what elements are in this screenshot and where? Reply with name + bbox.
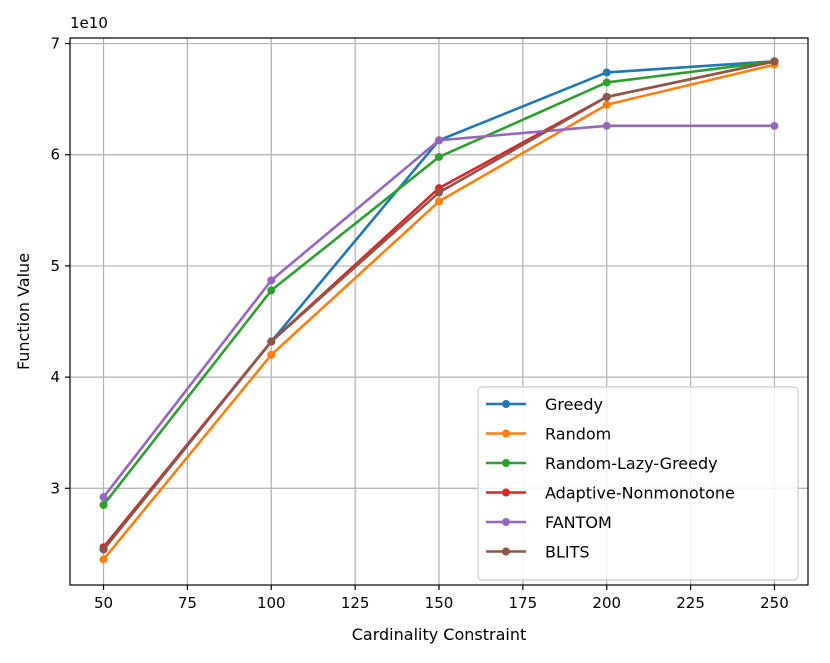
x-tick-label: 75 xyxy=(178,594,197,612)
series-fantom xyxy=(99,121,779,502)
y-tick-label: 7 xyxy=(50,35,60,53)
legend-marker xyxy=(502,459,510,467)
data-point xyxy=(602,100,611,109)
legend-item: BLITS xyxy=(486,543,590,562)
series-random xyxy=(99,60,779,564)
legend-marker xyxy=(502,429,510,438)
x-tick-label: 225 xyxy=(676,594,705,612)
legend-label: Greedy xyxy=(545,395,603,414)
legend-marker xyxy=(502,518,510,526)
data-point xyxy=(99,500,108,509)
legend-item: Random-Lazy-Greedy xyxy=(486,454,718,473)
y-tick-label: 6 xyxy=(50,146,60,164)
data-point xyxy=(770,57,779,66)
series-layer xyxy=(99,57,779,564)
legend-marker xyxy=(502,488,510,497)
x-tick-label: 200 xyxy=(592,594,621,612)
legend-label: BLITS xyxy=(545,543,590,562)
legend-frame xyxy=(477,386,799,581)
data-point xyxy=(267,350,276,359)
y-tick-label: 4 xyxy=(50,368,60,386)
legend-marker xyxy=(502,547,510,556)
legend-label: Adaptive-Nonmonotone xyxy=(545,484,735,503)
data-point xyxy=(99,545,108,554)
y-tick-label: 5 xyxy=(50,257,60,275)
legend-item: Random xyxy=(486,425,611,444)
data-point xyxy=(435,136,443,145)
y-axis-offset-label: 1e10 xyxy=(70,14,108,32)
data-point xyxy=(602,92,611,101)
data-point xyxy=(99,493,108,502)
y-tick-label: 3 xyxy=(50,479,60,497)
legend-label: Random xyxy=(545,425,611,444)
x-tick-label: 150 xyxy=(425,594,454,612)
x-tick-label: 175 xyxy=(509,594,538,612)
legend-item: Greedy xyxy=(486,395,603,414)
data-point xyxy=(435,197,443,206)
series-blits xyxy=(99,57,779,554)
x-tick-label: 125 xyxy=(341,594,370,612)
data-point xyxy=(267,276,276,285)
legend-label: Random-Lazy-Greedy xyxy=(545,454,718,473)
data-point xyxy=(602,121,611,130)
legend: Greedy Random Random-Lazy-Greedy Adaptive-N… xyxy=(477,386,799,581)
y-axis-title: Function Value xyxy=(14,253,33,370)
data-point xyxy=(99,555,108,564)
data-point xyxy=(770,121,779,130)
x-tick-label: 100 xyxy=(257,594,286,612)
legend-item: FANTOM xyxy=(486,513,612,532)
x-axis-ticks: 50 75 100 125 150 175 200 225 250 xyxy=(94,585,789,612)
data-point xyxy=(435,152,443,161)
data-point xyxy=(602,68,611,77)
legend-item: Adaptive-Nonmonotone xyxy=(486,484,735,503)
data-point xyxy=(602,78,611,87)
data-point xyxy=(435,188,443,197)
data-point xyxy=(267,337,276,346)
data-point xyxy=(267,286,276,295)
x-tick-label: 50 xyxy=(94,594,113,612)
x-tick-label: 250 xyxy=(760,594,789,612)
legend-marker xyxy=(502,400,510,408)
x-axis-title: Cardinality Constraint xyxy=(352,625,527,644)
y-axis-ticks: 3 4 5 6 7 xyxy=(50,35,70,497)
legend-label: FANTOM xyxy=(545,513,612,532)
